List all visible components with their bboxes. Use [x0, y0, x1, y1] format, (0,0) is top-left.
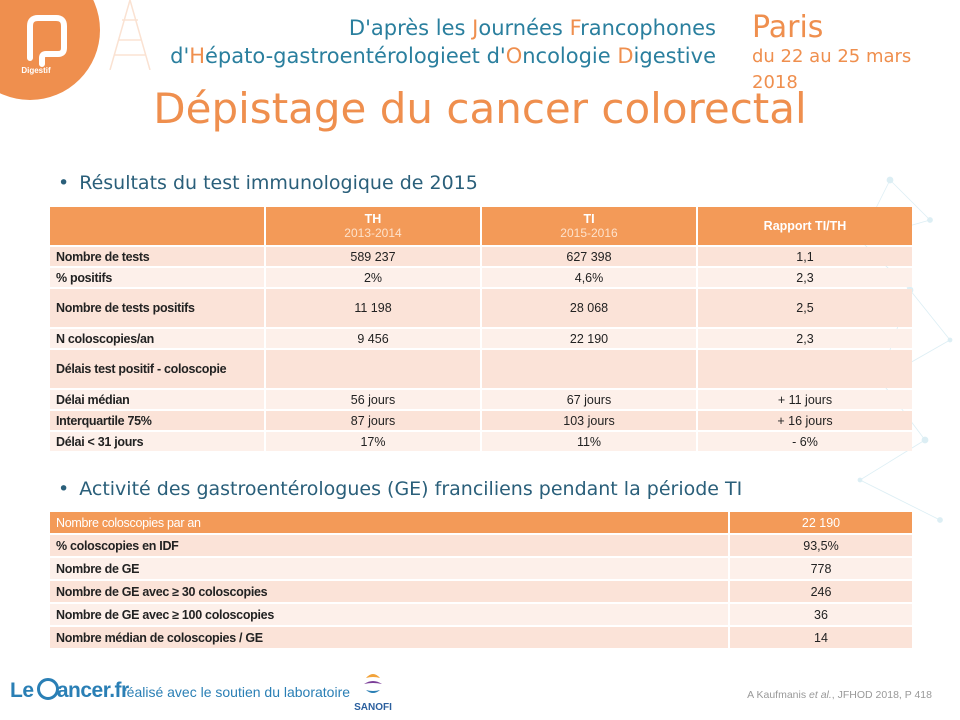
table-cell: 11% [482, 432, 696, 451]
table-row: Nombre coloscopies par an 22 190 [50, 512, 912, 533]
table-cell: 778 [730, 558, 912, 579]
row-label: Nombre de GE avec ≥ 30 coloscopies [50, 581, 728, 602]
row-label: Nombre de tests positifs [50, 289, 264, 327]
table-row: Délai médian 56 jours 67 jours + 11 jour… [50, 390, 912, 409]
table-cell: 2% [266, 268, 480, 287]
table-cell: 2,3 [698, 329, 912, 348]
table-cell: 9 456 [266, 329, 480, 348]
table-cell: 589 237 [266, 247, 480, 266]
table-row: Nombre médian de coloscopies / GE 14 [50, 627, 912, 648]
table-cell: 1,1 [698, 247, 912, 266]
row-label: Nombre coloscopies par an [50, 512, 728, 533]
colon-icon [27, 15, 67, 67]
row-label: % coloscopies en IDF [50, 535, 728, 556]
table-cell: - 6% [698, 432, 912, 451]
sanofi-logo: SANOFI [348, 672, 398, 713]
lecancer-logo[interactable]: Le ancer.fr [10, 678, 129, 702]
row-label: % positifs [50, 268, 264, 287]
table-row: Nombre de GE avec ≥ 30 coloscopies 246 [50, 581, 912, 602]
column-header-ti: TI 2015-2016 [482, 207, 696, 245]
table-cell: + 16 jours [698, 411, 912, 430]
row-label: Nombre médian de coloscopies / GE [50, 627, 728, 648]
row-label: Nombre de GE [50, 558, 728, 579]
table-cell: 87 jours [266, 411, 480, 430]
table-row: Délais test positif - coloscopie [50, 350, 912, 388]
table-cell: 93,5% [730, 535, 912, 556]
table-cell: 67 jours [482, 390, 696, 409]
support-text: réalisé avec le soutien du laboratoire [122, 684, 351, 700]
c-ring-icon [36, 678, 59, 700]
table-cell [482, 350, 696, 388]
screening-results-table: TH 2013-2014 TI 2015-2016 Rapport TI/TH No… [48, 205, 914, 453]
section2-heading: • Activité des gastroentérologues (GE) fr… [58, 478, 743, 500]
table-row: N coloscopies/an 9 456 22 190 2,3 [50, 329, 912, 348]
event-city: Paris [752, 10, 824, 45]
sanofi-text: SANOFI [354, 702, 392, 713]
table-cell: 36 [730, 604, 912, 625]
page-title: Dépistage du cancer colorectal [153, 84, 807, 133]
citation: A Kaufmanis et al., JFHOD 2018, P 418 [747, 689, 932, 701]
table-cell: 627 398 [482, 247, 696, 266]
table-row: Nombre de GE avec ≥ 100 coloscopies 36 [50, 604, 912, 625]
row-label: Délais test positif - coloscopie [50, 350, 264, 388]
table-cell: 103 jours [482, 411, 696, 430]
table-cell: + 11 jours [698, 390, 912, 409]
event-location: Paris du 22 au 25 mars 2018 [752, 12, 960, 96]
table-cell: 2,3 [698, 268, 912, 287]
table-cell: 11 198 [266, 289, 480, 327]
table-cell: 2,5 [698, 289, 912, 327]
table-cell: 22 190 [730, 512, 912, 533]
conference-title: D'après les Journées Francophones d'Hépa… [170, 14, 716, 70]
table-row: Interquartile 75% 87 jours 103 jours + 1… [50, 411, 912, 430]
table-cell: 4,6% [482, 268, 696, 287]
event-dates: du 22 au 25 mars 2018 [752, 46, 912, 93]
row-label: Interquartile 75% [50, 411, 264, 430]
table-row: Délai < 31 jours 17% 11% - 6% [50, 432, 912, 451]
ge-activity-table: Nombre coloscopies par an 22 190 % colos… [48, 510, 914, 650]
table-row: Nombre de tests positifs 11 198 28 068 2… [50, 289, 912, 327]
row-label: Nombre de GE avec ≥ 100 coloscopies [50, 604, 728, 625]
table-row: % coloscopies en IDF 93,5% [50, 535, 912, 556]
table-row: % positifs 2% 4,6% 2,3 [50, 268, 912, 287]
conference-title-line2: d'Hépato-gastroentérologieet d'Oncologie… [170, 44, 716, 68]
table-cell: 56 jours [266, 390, 480, 409]
table-cell [698, 350, 912, 388]
table-cell: 28 068 [482, 289, 696, 327]
corner-cell [50, 207, 264, 245]
row-label: N coloscopies/an [50, 329, 264, 348]
logo-label: Digestif [21, 66, 51, 75]
table-cell: 14 [730, 627, 912, 648]
table-cell: 22 190 [482, 329, 696, 348]
table-row: Nombre de tests 589 237 627 398 1,1 [50, 247, 912, 266]
section1-heading: • Résultats du test immunologique de 2015 [58, 172, 478, 194]
table-header-row: TH 2013-2014 TI 2015-2016 Rapport TI/TH [50, 207, 912, 245]
sanofi-bird-icon [364, 674, 382, 693]
table-cell [266, 350, 480, 388]
table-cell: 246 [730, 581, 912, 602]
column-header-ratio: Rapport TI/TH [698, 207, 912, 245]
conference-title-line1: D'après les Journées Francophones [348, 16, 716, 40]
table-cell: 17% [266, 432, 480, 451]
column-header-th: TH 2013-2014 [266, 207, 480, 245]
row-label: Délai < 31 jours [50, 432, 264, 451]
row-label: Délai médian [50, 390, 264, 409]
table-row: Nombre de GE 778 [50, 558, 912, 579]
eiffel-tower-icon [109, 0, 151, 70]
row-label: Nombre de tests [50, 247, 264, 266]
